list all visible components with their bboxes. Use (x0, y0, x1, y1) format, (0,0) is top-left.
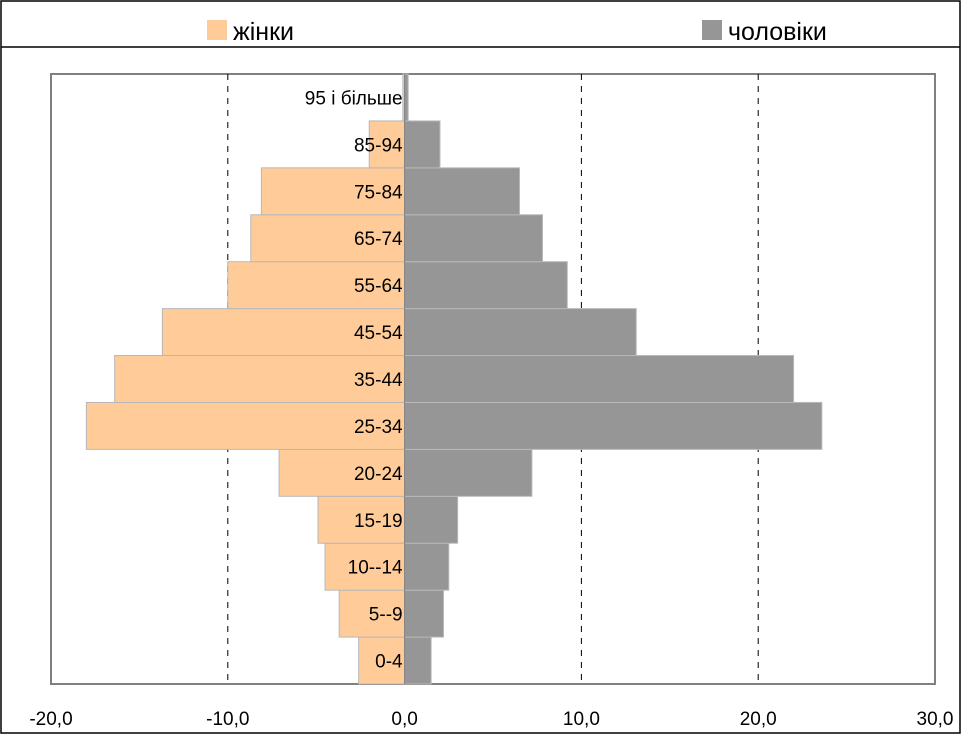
bar-men (404, 542, 450, 591)
bar-women (85, 401, 406, 450)
category-label: 75-84 (354, 182, 403, 203)
legend-item-women: жінки (207, 18, 294, 46)
bar-men (404, 73, 409, 122)
category-label: 55-64 (354, 276, 403, 297)
bar-women (368, 120, 406, 169)
category-label: 20-24 (354, 464, 403, 485)
bar-men (404, 355, 795, 403)
x-tick-label: 0,0 (391, 709, 417, 730)
legend: жінки чоловіки (207, 18, 827, 46)
category-label: 10--14 (348, 558, 403, 579)
bar-men (404, 214, 544, 263)
category-labels: 0-4 5--9 10--14 15-19 20-24 25-34 35-44 45-54 55… (305, 88, 403, 672)
legend-item-men: чоловіки (702, 18, 827, 46)
bar-men (404, 167, 521, 216)
x-tick-label: 10,0 (563, 709, 600, 730)
category-label: 45-54 (354, 323, 403, 344)
x-tick-label: 30,0 (917, 709, 954, 730)
x-tick-labels: -20,0 -10,0 0,0 10,0 20,0 30,0 (29, 709, 953, 730)
bar-men (404, 308, 637, 357)
legend-label-men: чоловіки (728, 18, 827, 46)
legend-swatch-women (207, 20, 227, 40)
category-label: 5--9 (369, 605, 403, 626)
category-label: 35-44 (354, 370, 403, 391)
legend-swatch-men (702, 20, 722, 40)
x-tick-label: -10,0 (206, 709, 249, 730)
x-tick-label: -20,0 (29, 709, 72, 730)
bar-men (404, 448, 533, 497)
x-tick-label: 20,0 (740, 709, 777, 730)
bar-women (358, 636, 406, 685)
bar-women (114, 355, 406, 403)
category-label: 0-4 (375, 652, 403, 673)
category-label: 95 і більше (305, 88, 403, 109)
category-label: 65-74 (354, 229, 403, 250)
bar-men (404, 495, 459, 544)
category-label: 85-94 (354, 135, 403, 156)
bar-men (404, 589, 444, 638)
bar-women (324, 542, 406, 591)
bar-men (404, 261, 568, 310)
category-label: 25-34 (354, 417, 403, 438)
bar-women (338, 589, 406, 638)
bar-women (260, 167, 406, 216)
legend-label-women: жінки (233, 18, 294, 46)
bar-women (278, 448, 406, 497)
bar-women (250, 214, 406, 263)
bar-men (404, 636, 432, 685)
category-label: 15-19 (354, 511, 403, 532)
bar-men (404, 401, 823, 450)
bar-men (404, 120, 441, 169)
bars (85, 73, 823, 685)
